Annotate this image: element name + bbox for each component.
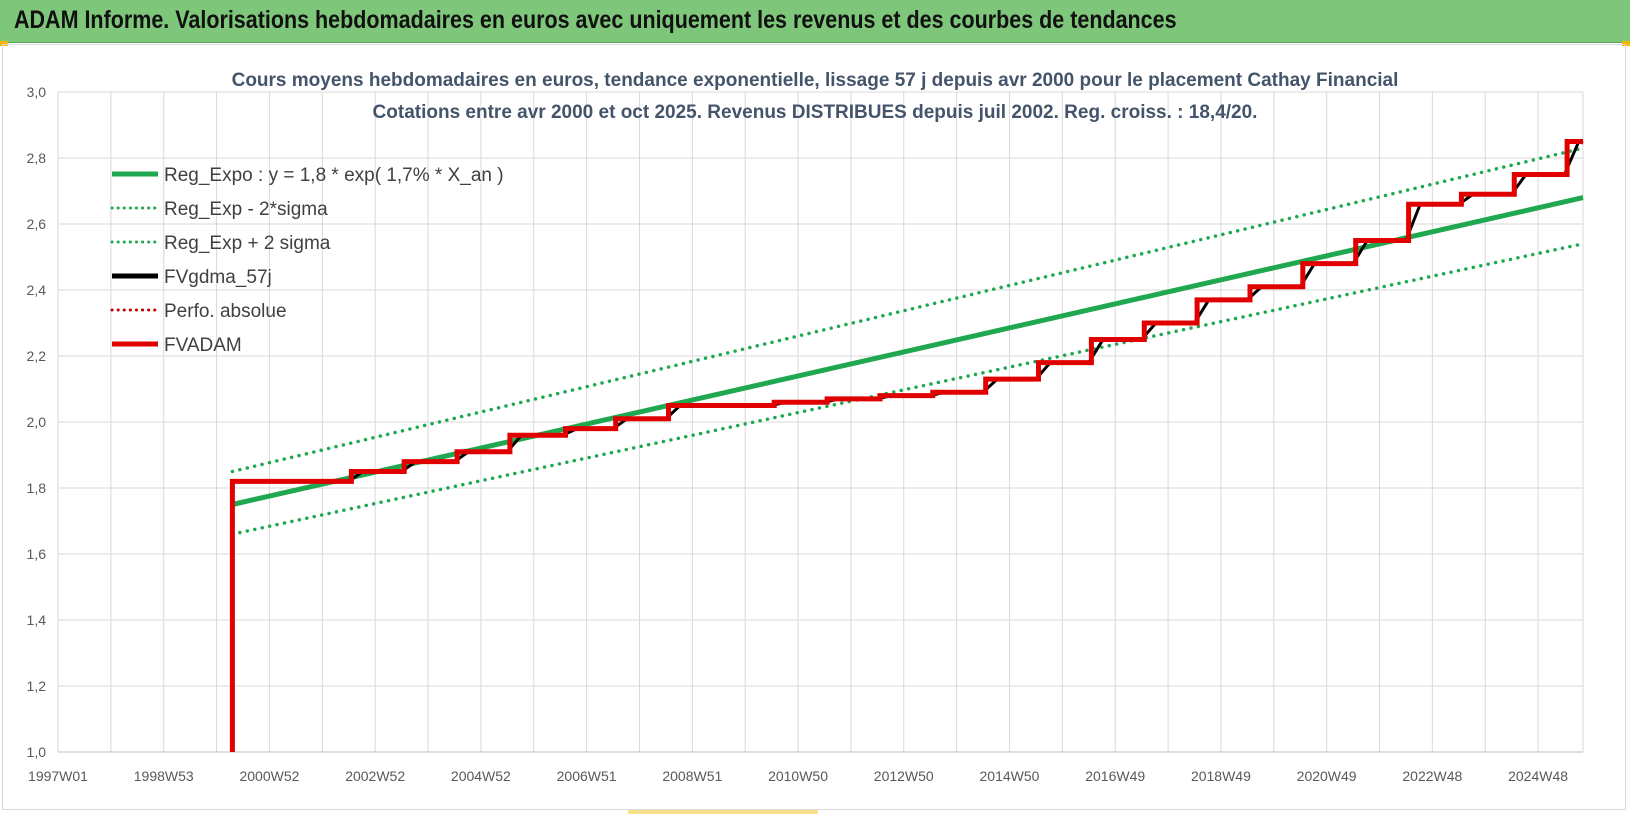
page-title: ADAM Informe. Valorisations hebdomadaire…: [14, 6, 1177, 34]
y-tick-label: 1,0: [27, 744, 47, 760]
legend-item-reg-expo: Reg_Expo : y = 1,8 * exp( 1,7% * X_an ): [112, 165, 504, 186]
x-tick-label: 2010W50: [768, 768, 828, 784]
y-tick-label: 1,8: [27, 480, 47, 496]
trend-line-minus-2sigma: [230, 242, 1585, 536]
chart-series: [229, 139, 1585, 752]
legend-item-perfo-absolue: Perfo. absolue: [110, 301, 287, 322]
legend-item-plus-2sigma: Reg_Exp + 2 sigma: [110, 233, 331, 254]
trend-line-reg-expo: [231, 195, 1584, 507]
x-tick-label: 2020W49: [1297, 768, 1357, 784]
x-tick-label: 2008W51: [662, 768, 722, 784]
chart-axes: 1,0 1,2 1,4 1,6 1,8 2,0 2,2 2,4 2,6 2,8 3,0 1997W01…: [27, 84, 1583, 784]
legend-label: FVgdma_57j: [164, 267, 272, 288]
x-tick-label: 2022W48: [1402, 768, 1462, 784]
y-tick-label: 1,6: [27, 546, 47, 562]
chart-legend: Reg_Expo : y = 1,8 * exp( 1,7% * X_an ) R…: [110, 165, 504, 356]
x-tick-label: 2016W49: [1085, 768, 1145, 784]
series-fvadam-line: [229, 139, 1583, 752]
x-tick-label: 2002W52: [345, 768, 405, 784]
y-tick-label: 2,8: [27, 150, 47, 166]
page-banner: ADAM Informe. Valorisations hebdomadaire…: [0, 0, 1630, 43]
corner-marker-right: [1622, 41, 1630, 46]
legend-label: FVADAM: [164, 335, 242, 356]
legend-item-fvgdma: FVgdma_57j: [112, 267, 272, 288]
y-tick-label: 2,0: [27, 414, 47, 430]
x-tick-label: 2004W52: [451, 768, 511, 784]
legend-item-fvadam: FVADAM: [112, 335, 242, 356]
chart-frame: [2, 44, 1626, 810]
chart-grid: [57, 91, 1584, 753]
legend-label: Reg_Expo : y = 1,8 * exp( 1,7% * X_an ): [164, 165, 504, 186]
chart-title: Cours moyens hebdomadaires en euros, ten…: [232, 70, 1399, 91]
y-tick-label: 1,4: [27, 612, 47, 628]
series-fvgdma-line: [232, 139, 1584, 483]
corner-marker-left: [0, 41, 8, 46]
y-tick-label: 2,4: [27, 282, 47, 298]
x-tick-label: 2006W51: [557, 768, 617, 784]
y-tick-label: 1,2: [27, 678, 47, 694]
x-tick-label: 2018W49: [1191, 768, 1251, 784]
y-tick-label: 2,6: [27, 216, 47, 232]
legend-label: Reg_Exp - 2*sigma: [164, 199, 328, 220]
x-tick-label: 1997W01: [28, 768, 88, 784]
legend-label: Perfo. absolue: [164, 301, 287, 322]
trend-line-plus-2sigma: [230, 146, 1585, 474]
legend-item-minus-2sigma: Reg_Exp - 2*sigma: [110, 199, 328, 220]
x-tick-label: 2000W52: [239, 768, 299, 784]
y-tick-label: 3,0: [27, 84, 47, 100]
x-tick-label: 2024W48: [1508, 768, 1568, 784]
legend-label: Reg_Exp + 2 sigma: [164, 233, 331, 254]
chart-subtitle: Cotations entre avr 2000 et oct 2025. Re…: [373, 102, 1258, 123]
x-tick-label: 1998W53: [134, 768, 194, 784]
x-tick-label: 2012W50: [874, 768, 934, 784]
y-tick-label: 2,2: [27, 348, 47, 364]
corner-marker-bottom: [628, 810, 818, 814]
x-tick-label: 2014W50: [980, 768, 1040, 784]
